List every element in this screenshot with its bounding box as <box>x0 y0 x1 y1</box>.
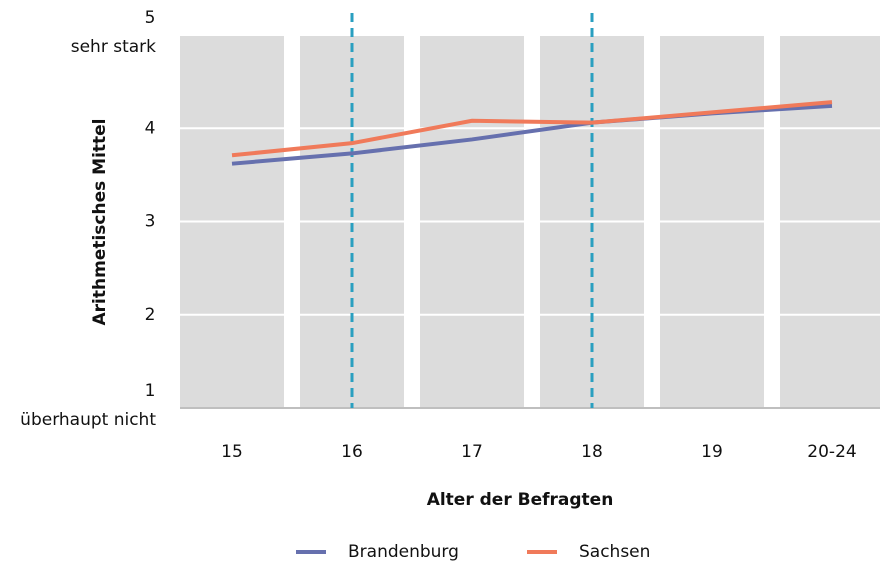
x-axis-title: Alter der Befragten <box>427 490 614 510</box>
y-tick-label: 5 <box>145 8 156 28</box>
legend-label: Brandenburg <box>348 542 459 562</box>
y-tick-annotation: überhaupt nicht <box>20 410 156 430</box>
series-line <box>231 100 833 158</box>
y-tick-label: 1 <box>145 381 156 401</box>
x-tick-label: 18 <box>581 442 603 462</box>
x-tick-label: 17 <box>461 442 483 462</box>
y-tick-label: 4 <box>145 118 156 138</box>
x-tick-label: 15 <box>221 442 243 462</box>
x-tick-label: 16 <box>341 442 363 462</box>
y-tick-annotation: sehr stark <box>71 37 156 57</box>
legend-label: Sachsen <box>579 542 650 562</box>
x-tick-label: 20-24 <box>807 442 856 462</box>
y-axis-title: Arithmetisches Mittel <box>90 118 110 325</box>
x-tick-label: 19 <box>701 442 723 462</box>
y-tick-label: 3 <box>145 212 156 232</box>
y-tick-label: 2 <box>145 305 156 325</box>
